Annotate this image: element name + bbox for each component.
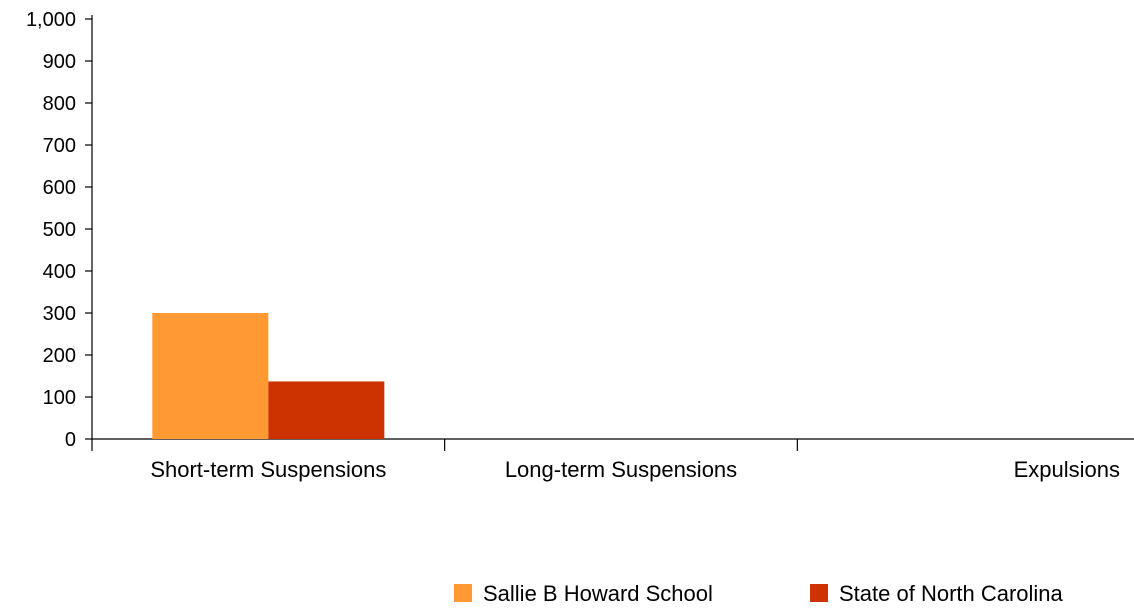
y-tick-label: 100 bbox=[43, 387, 76, 409]
y-tick-label: 700 bbox=[43, 135, 76, 157]
bars bbox=[152, 313, 385, 439]
y-axis: 0 100 200 300 400 500 600 700 800 900 1,000 bbox=[26, 9, 93, 451]
y-tick-label: 1,000 bbox=[26, 9, 76, 31]
legend-label: Sallie B Howard School bbox=[483, 581, 713, 606]
y-tick-label: 600 bbox=[43, 177, 76, 199]
bar bbox=[268, 381, 385, 439]
x-category-label: Short-term Suspensions bbox=[150, 457, 386, 482]
y-tick-label: 500 bbox=[43, 219, 76, 241]
bar bbox=[152, 313, 269, 439]
x-axis: Short-term Suspensions Long-term Suspensi… bbox=[91, 438, 1134, 482]
legend-swatch bbox=[454, 584, 472, 602]
legend: Sallie B Howard School State of North Car… bbox=[454, 581, 1064, 606]
y-tick-label: 200 bbox=[43, 345, 76, 367]
legend-label: State of North Carolina bbox=[839, 581, 1064, 606]
legend-swatch bbox=[810, 584, 828, 602]
y-tick-label: 300 bbox=[43, 303, 76, 325]
y-tick-label: 400 bbox=[43, 261, 76, 283]
y-tick-label: 800 bbox=[43, 93, 76, 115]
y-tick-label: 900 bbox=[43, 51, 76, 73]
y-tick-label: 0 bbox=[65, 429, 76, 451]
x-category-label: Expulsions bbox=[1014, 457, 1120, 482]
x-category-label: Long-term Suspensions bbox=[505, 457, 737, 482]
